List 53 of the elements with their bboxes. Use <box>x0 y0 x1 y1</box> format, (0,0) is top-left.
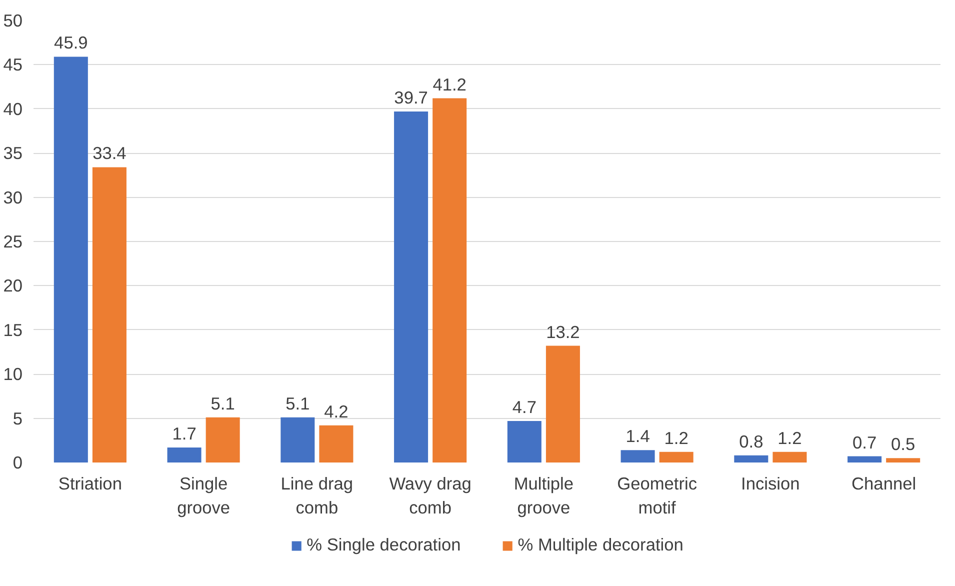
x-tick-label: Line drag comb <box>280 474 354 518</box>
data-label: 5.1 <box>210 393 235 414</box>
data-label: 4.7 <box>512 396 536 417</box>
y-tick-label: 30 <box>3 187 23 208</box>
x-tick-label: Wavy drag comb <box>389 474 472 518</box>
y-tick-label: 15 <box>3 320 23 340</box>
x-tick-label: Striation <box>58 474 122 494</box>
data-label: 41.2 <box>432 74 466 94</box>
data-label: 1.4 <box>626 426 650 446</box>
y-tick-label: 40 <box>3 98 23 119</box>
bar <box>886 458 920 462</box>
bar <box>280 417 315 462</box>
bar <box>167 447 202 462</box>
legend-label: % Multiple decoration <box>518 534 684 556</box>
bar <box>620 450 655 462</box>
data-label: 1.2 <box>778 428 802 448</box>
bar <box>54 56 88 462</box>
bar <box>319 425 354 462</box>
y-tick-label: 20 <box>3 276 23 296</box>
bar <box>394 112 428 462</box>
data-label: 5.1 <box>286 393 310 414</box>
y-tick-label: 5 <box>12 408 23 428</box>
data-label: 0.5 <box>891 434 916 454</box>
y-tick-label: 45 <box>3 54 23 75</box>
data-label: 45.9 <box>54 32 88 53</box>
y-tick-label: 25 <box>3 232 23 252</box>
bar <box>734 455 768 462</box>
y-tick-label: 0 <box>12 452 23 472</box>
legend-label: % Single decoration <box>306 534 461 556</box>
bar <box>206 417 240 462</box>
x-tick-label: Single groove <box>177 474 230 518</box>
y-tick-label: 10 <box>3 364 23 384</box>
x-tick-label: Incision <box>741 474 800 494</box>
data-label: 13.2 <box>546 322 580 342</box>
y-tick-label: 35 <box>3 143 23 164</box>
bar <box>432 98 467 462</box>
data-label: 1.2 <box>664 428 688 448</box>
x-tick-label: Multiple groove <box>514 474 574 518</box>
x-tick-label: Geometric motif <box>617 474 698 518</box>
data-label: 0.8 <box>739 431 764 452</box>
bar <box>848 456 882 462</box>
data-label: 4.2 <box>324 401 348 422</box>
bar <box>772 452 807 462</box>
bar <box>92 167 126 462</box>
bar <box>507 420 542 462</box>
y-tick-label: 50 <box>3 10 23 30</box>
data-label: 1.7 <box>172 423 196 444</box>
data-label: 39.7 <box>394 88 428 108</box>
bar <box>659 452 694 462</box>
data-label: 33.4 <box>92 143 127 164</box>
bar <box>546 346 580 462</box>
data-label: 0.7 <box>852 432 877 452</box>
x-tick-label: Channel <box>852 474 916 494</box>
